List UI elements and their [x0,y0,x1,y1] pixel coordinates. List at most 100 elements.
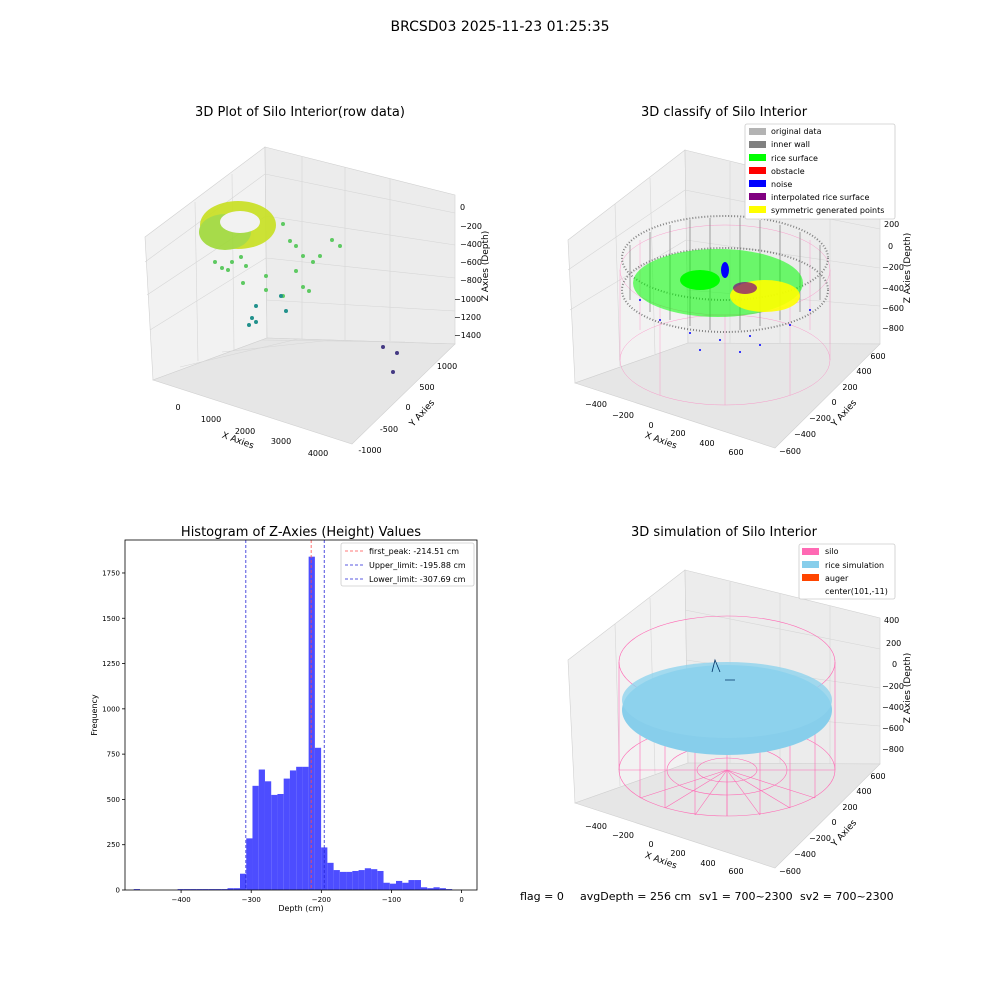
raw-y-tick: 0 [405,403,410,412]
classify-y-tick: −400 [794,430,816,439]
simulation-y-tick: −600 [779,867,801,876]
raw-z-tick: 0 [460,203,465,212]
raw-z-tick: −600 [460,258,482,267]
histogram-x-label: Depth (cm) [278,904,323,913]
raw-x-tick: 4000 [308,449,328,458]
histogram-bar [364,868,372,890]
histogram-bar [202,889,209,890]
raw-x-tick: 2000 [235,427,255,436]
histogram-y-tick-label: 250 [107,841,120,849]
classify-y-tick: 400 [856,367,871,376]
histogram-bar [133,889,140,890]
histogram-bar [227,888,234,890]
raw-y-tick: -1000 [358,446,381,455]
simulation-x-tick: 0 [648,840,653,849]
legend-label-rice-simulation: rice simulation [825,561,884,570]
raw-y-tick: -500 [380,425,398,434]
histogram-bar [321,847,328,890]
simulation-x-tick: 600 [728,867,743,876]
histogram-bar [177,889,184,890]
legend-swatch-auger [802,574,819,581]
footer-sv1: sv1 = 700~2300 [699,890,793,903]
simulation-x-tick: −200 [612,831,634,840]
raw-scatter-points [199,201,399,374]
classify-y-tick: 0 [831,398,836,407]
legend-swatch-original-data [749,128,766,135]
simulation-y-tick: 0 [831,818,836,827]
histogram-y-tick-label: 0 [116,887,120,895]
histogram-bar [264,781,272,890]
histogram-y-label: Frequency [90,694,99,736]
panel-classify-3d: 3D classify of Silo Interior [567,105,913,457]
classify-noise-points [639,299,811,353]
simulation-x-tick: 400 [700,859,715,868]
classify-y-tick: −600 [779,447,801,456]
legend-label-obstacle: obstacle [771,167,805,176]
histogram-bar [277,793,284,890]
classify-z-tick: 200 [884,220,899,229]
legend-label-auger: auger [825,574,849,583]
histogram-bar [215,889,222,890]
histogram-bar [271,794,278,890]
histogram-bar [427,888,434,890]
legend-swatch-noise [749,180,766,187]
classify-z-tick: 0 [888,242,893,251]
histogram-bar [377,870,384,890]
legend-label-symmetric: symmetric generated points [771,206,884,215]
histogram-bar [302,766,309,890]
histogram-bar [333,870,340,890]
histogram-bar [414,880,421,890]
raw-z-tick: −400 [460,240,482,249]
legend-first-peak-label: first_peak: -214.51 cm [369,547,459,556]
histogram-bar [383,882,390,890]
histogram-bar [389,883,397,890]
histogram-bar [396,880,403,890]
histogram-axes-frame [124,539,478,891]
footer-avg-depth: avgDepth = 256 cm [580,890,691,903]
simulation-y-tick: 600 [870,772,885,781]
histogram-bar [296,766,303,890]
raw-z-tick: −200 [460,222,482,231]
legend-lower-limit-label: Lower_limit: -307.69 cm [369,575,466,584]
histogram-bar [208,889,216,890]
simulation-z-tick: 200 [886,639,901,648]
raw-z-tick: −1200 [454,313,481,322]
histogram-y-tick-label: 1750 [102,569,120,577]
histogram-bar [358,870,365,890]
histogram-bar [352,870,359,890]
histogram-bar [258,769,265,890]
histogram-x-tick-label: −200 [312,896,331,904]
legend-swatch-rice-simulation [802,561,819,568]
raw-x-tick: 3000 [271,437,291,446]
raw-y-tick: 500 [419,383,434,392]
histogram-bar [233,888,240,890]
legend-swatch-silo [802,548,819,555]
classify-z-tick: −600 [882,304,904,313]
histogram-y-tick-label: 750 [107,751,120,759]
classify-y-tick: 600 [870,352,885,361]
simulation-z-tick: −800 [882,745,904,754]
simulation-x-tick: −400 [585,822,607,831]
raw-z-label: Z Axies (Depth) [481,231,491,302]
legend-label-rice-surface: rice surface [771,154,818,163]
classify-x-tick: −400 [585,400,607,409]
legend-label-silo: silo [825,547,839,556]
histogram-bar [308,556,315,890]
classify-rice-surface [633,249,803,317]
status-footer: flag = 0 avgDepth = 256 cm sv1 = 700~230… [520,890,894,903]
panel-raw-title: 3D Plot of Silo Interior(row data) [195,105,405,120]
histogram-bar [252,785,259,890]
histogram-bar [246,838,253,890]
simulation-y-tick: 400 [856,787,871,796]
legend-swatch-inner-wall [749,141,766,148]
histogram-legend: first_peak: -214.51 cm Upper_limit: -195… [340,542,475,587]
legend-swatch-interpolated [749,193,766,200]
simulation-3d-box [567,569,881,869]
classify-legend: original data inner wall rice surface ob… [744,123,896,220]
histogram-y-tick-label: 1250 [102,660,120,668]
histogram-bar [221,889,228,890]
raw-z-tick: −1000 [454,295,481,304]
legend-swatch-obstacle [749,167,766,174]
histogram-bar [289,770,297,890]
